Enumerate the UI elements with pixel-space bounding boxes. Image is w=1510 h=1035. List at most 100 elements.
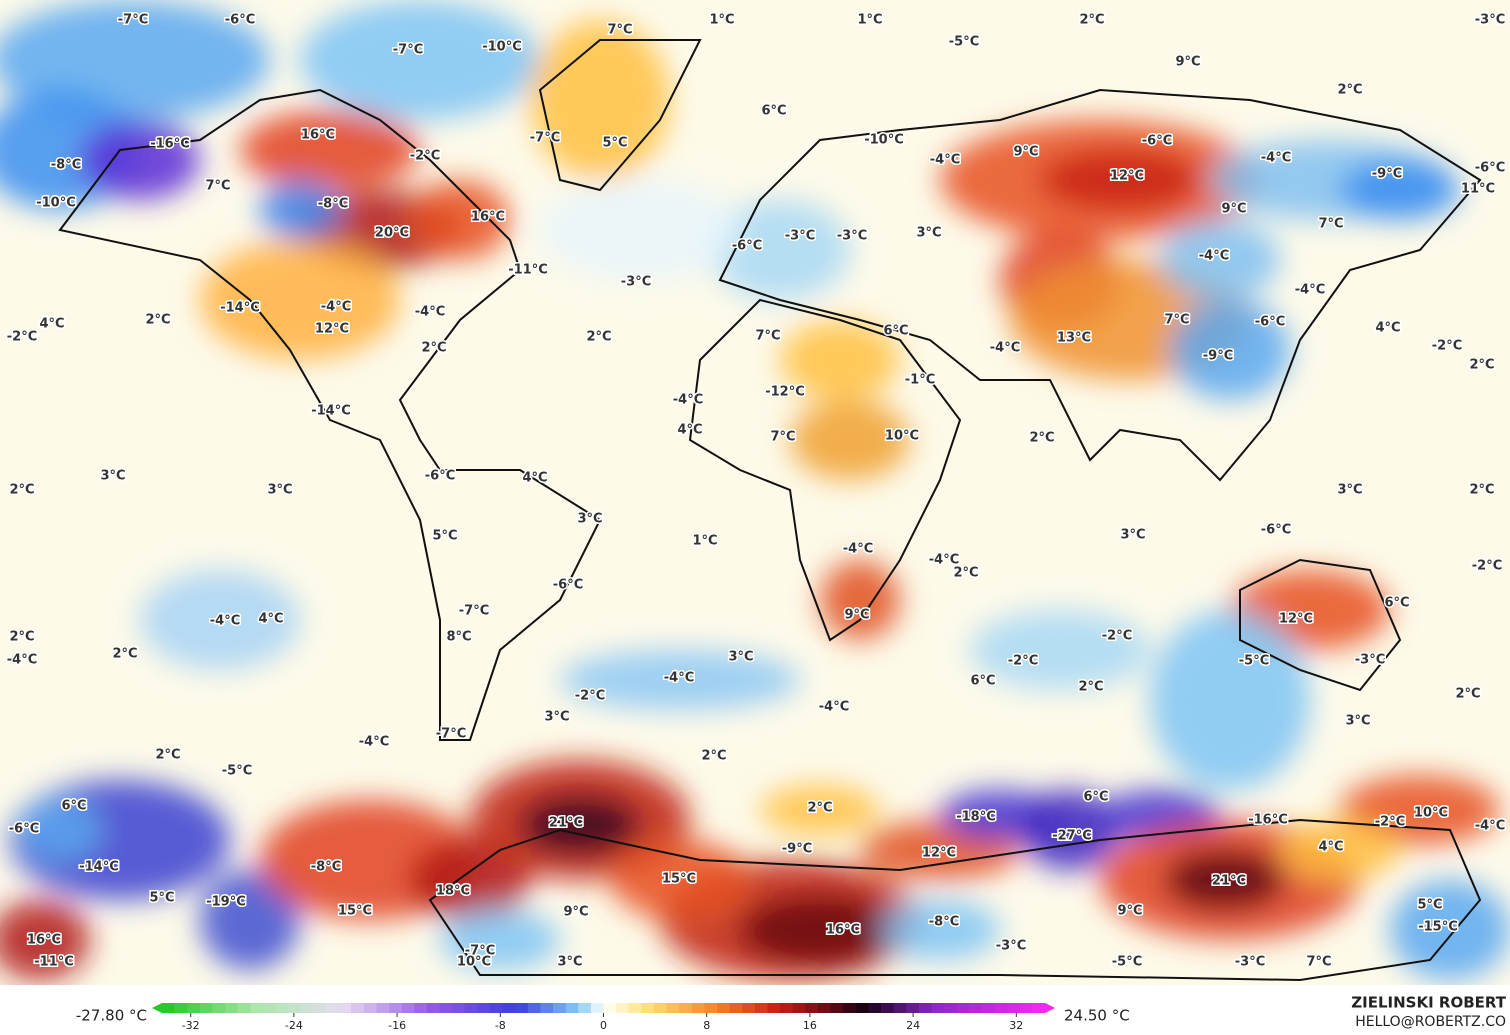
colorbar-cell [666,1003,680,1013]
colorbar-cell [325,1003,340,1013]
temperature-label: 13°C [1057,331,1091,346]
temperature-label: -4°C [1475,819,1505,834]
temperature-label: 5°C [602,136,627,151]
temperature-label: -11°C [34,955,74,970]
colorbar-cell [590,1003,605,1013]
temperature-label: -2°C [410,149,440,164]
colorbar-cell [754,1003,769,1013]
colorbar-cell [1007,1003,1021,1013]
anomaly-blob [710,200,850,300]
temperature-label: 12°C [1110,169,1144,184]
colorbar-cell [628,1003,642,1013]
temperature-label: 3°C [577,512,602,527]
temperature-label: -6°C [553,578,583,593]
temperature-label: 9°C [1175,55,1200,70]
anomaly-blob [880,900,1000,960]
anomaly-blob [740,895,900,965]
anomaly-blob [1165,850,1285,910]
temperature-label: 7°C [1318,217,1343,232]
temperature-label: -6°C [225,13,255,28]
colorbar-cell [906,1003,920,1013]
temperature-label: 10°C [1414,806,1448,821]
temperature-label: -2°C [1432,339,1462,354]
anomaly-blob [440,910,560,970]
temperature-label: 7°C [607,23,632,38]
colorbar-max-label: 24.50 °C [1064,1007,1130,1025]
temperature-label: -9°C [1372,167,1402,182]
colorbar-cell [439,1003,453,1013]
temperature-label: 6°C [1083,790,1108,805]
temperature-label: -4°C [930,153,960,168]
temperature-label: 2°C [1469,358,1494,373]
colorbar-cell [502,1003,516,1013]
colorbar-cell [881,1003,895,1013]
temperature-label: 4°C [39,317,64,332]
temperature-label: -7°C [436,727,466,742]
anomaly-blob [1160,220,1280,300]
temperature-label: -7°C [459,604,489,619]
temperature-label: -8°C [51,158,81,173]
temperature-label: 4°C [522,471,547,486]
temperature-label: 4°C [1318,840,1343,855]
colorbar-cell [237,1003,251,1013]
colorbar-cell [1032,1003,1046,1013]
colorbar-cell [704,1003,718,1013]
colorbar-cell [414,1003,428,1013]
colorbar-cell [452,1003,466,1013]
anomaly-blob [410,180,510,260]
anomaly-blob [1040,150,1200,210]
colorbar-cell [401,1003,415,1013]
temperature-label: -18°C [956,810,996,825]
temperature-label: 9°C [1221,202,1246,217]
colorbar-cell [918,1003,933,1013]
temperature-label: -4°C [819,700,849,715]
temperature-label: 4°C [258,612,283,627]
anomaly-blob [80,120,200,200]
colorbar-cell [969,1003,983,1013]
temperature-label: 3°C [1120,528,1145,543]
colorbar-cell [691,1003,706,1013]
temperature-label: 2°C [145,313,170,328]
colorbar-tick-label: 24 [906,1019,920,1032]
anomaly-blob [1020,790,1120,870]
temperature-label: 16°C [471,210,505,225]
colorbar-cell [199,1003,214,1013]
colorbar-cell [300,1003,314,1013]
temperature-label: -16°C [1248,813,1288,828]
colorbar-cell [893,1003,907,1013]
anomaly-blob [260,180,340,240]
colorbar-cell [792,1003,806,1013]
temperature-label: -16°C [150,137,190,152]
temperature-label: -4°C [1295,283,1325,298]
colorbar-cell [729,1003,743,1013]
colorbar-cell [262,1003,277,1013]
colorbar-cell [931,1003,945,1013]
temperature-label: -14°C [79,860,119,875]
anomaly-blob [240,110,420,190]
colorbar-cell [603,1003,617,1013]
temperature-label: 2°C [155,748,180,763]
temperature-label: -9°C [1203,349,1233,364]
colorbar-cell [363,1003,378,1013]
anomaly-blob [560,650,800,710]
colorbar-cell [653,1003,668,1013]
temperature-label: 21°C [1212,874,1246,889]
temperature-label: -8°C [318,197,348,212]
temperature-label: 1°C [709,13,734,28]
temperature-label: -3°C [621,275,651,290]
temperature-label: 2°C [112,647,137,662]
temperature-label: 5°C [1417,898,1442,913]
temperature-label: 5°C [149,891,174,906]
temperature-label: 2°C [1078,680,1103,695]
anomaly-blob [1150,610,1310,790]
temperature-label: 3°C [728,650,753,665]
anomaly-blob [1280,820,1400,880]
anomaly-blob [300,0,540,120]
colorbar-tick-label: -16 [388,1019,406,1032]
temperature-label: -3°C [1235,955,1265,970]
temperature-label: -5°C [222,764,252,779]
colorbar-cell [868,1003,882,1013]
temperature-label: -8°C [311,860,341,875]
temperature-label: -4°C [843,542,873,557]
anomaly-blob [20,800,100,860]
